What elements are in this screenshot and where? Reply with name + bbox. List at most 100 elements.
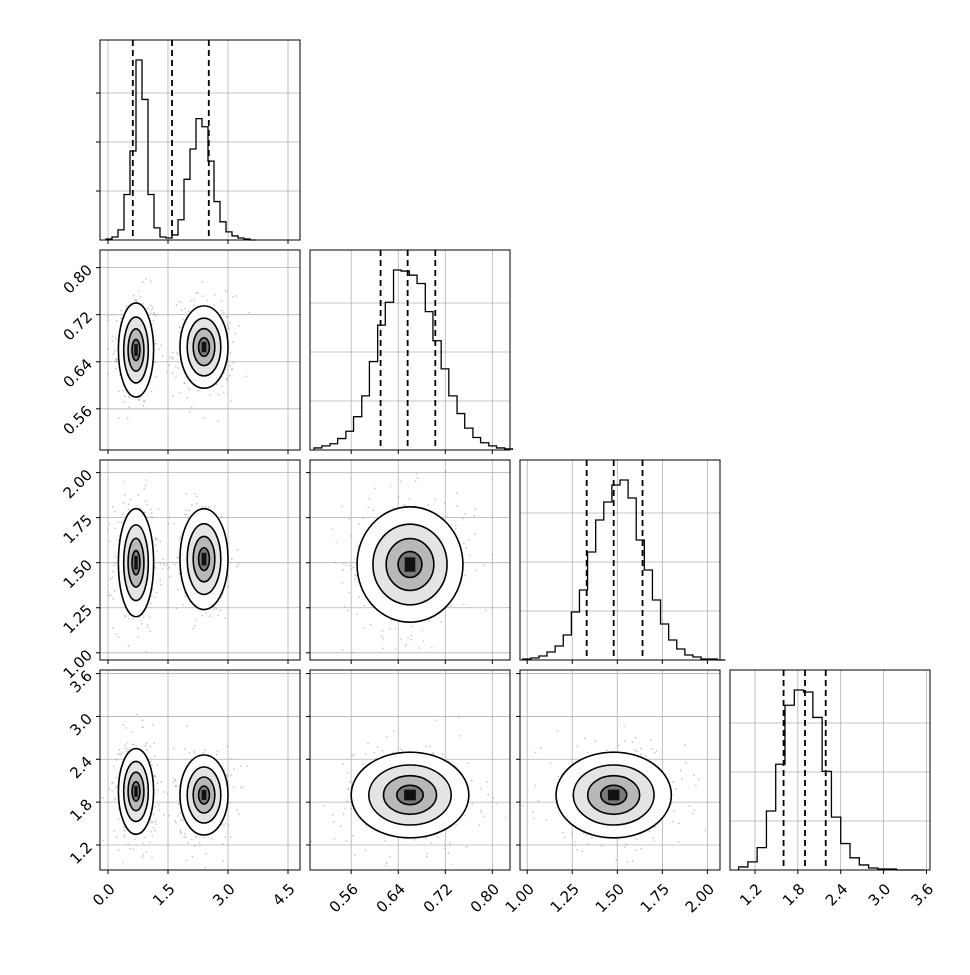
scatter-panel-2-3-frame — [519, 669, 721, 871]
sample-point — [426, 852, 428, 855]
sample-point — [107, 528, 109, 531]
sample-point — [124, 747, 127, 750]
sample-point — [487, 793, 490, 796]
sample-point — [636, 750, 638, 753]
sample-point — [192, 298, 195, 301]
sample-point — [640, 753, 643, 756]
sample-point — [634, 749, 637, 752]
sample-point — [139, 619, 142, 622]
sample-point — [149, 602, 152, 605]
sample-point — [432, 751, 435, 754]
sample-point — [389, 485, 392, 488]
sample-point — [342, 562, 345, 565]
sample-point — [153, 311, 155, 314]
sample-point — [181, 819, 184, 821]
sample-point — [152, 813, 155, 816]
sample-point — [185, 859, 188, 862]
sample-point — [222, 311, 225, 314]
sample-point — [141, 726, 144, 729]
sample-point — [190, 838, 193, 841]
sample-point — [154, 314, 157, 317]
sample-point — [224, 289, 227, 292]
sample-point — [130, 692, 132, 694]
sample-point — [352, 566, 355, 569]
sample-point — [224, 836, 227, 839]
sample-point — [511, 778, 513, 780]
sample-point — [126, 748, 129, 751]
sample-point — [163, 562, 165, 565]
sample-point — [152, 312, 155, 315]
sample-point — [445, 470, 447, 473]
sample-point — [223, 768, 226, 771]
sample-point — [188, 752, 191, 754]
sample-point — [331, 528, 334, 531]
sample-point — [124, 614, 127, 617]
x-tick-label: 1.00 — [502, 880, 538, 916]
sample-point — [422, 640, 425, 642]
sample-point — [345, 840, 348, 842]
sample-point — [237, 813, 240, 815]
sample-point — [112, 570, 115, 573]
sample-point — [114, 337, 117, 339]
sample-point — [111, 340, 114, 343]
x-tick-label: 1.5 — [149, 880, 179, 910]
sample-point — [213, 293, 216, 296]
sample-point — [141, 280, 144, 283]
sample-point — [444, 847, 446, 850]
sample-point — [154, 805, 157, 808]
sample-point — [343, 807, 346, 810]
sample-point — [482, 815, 485, 818]
sample-point — [142, 726, 144, 729]
sample-point — [394, 648, 397, 651]
sample-point — [154, 820, 157, 823]
sample-point — [154, 538, 157, 541]
sample-point — [151, 723, 154, 726]
sample-point — [236, 565, 239, 568]
sample-point — [188, 509, 191, 512]
sample-point — [228, 327, 230, 330]
sample-point — [248, 311, 250, 314]
sample-point — [180, 832, 183, 835]
sample-point — [495, 803, 498, 805]
scatter-panel-0-1: 0.56 0.64 0.72 0.80 — [60, 249, 301, 454]
sample-point — [220, 516, 223, 518]
sample-point — [323, 804, 326, 807]
sample-point — [430, 842, 433, 844]
sample-point — [227, 585, 230, 588]
scatter-panel-1-2-frame — [309, 459, 511, 661]
sample-point — [653, 840, 656, 843]
sample-point — [691, 812, 694, 815]
sample-point — [363, 626, 366, 629]
sample-point — [215, 753, 218, 756]
x-tick-label: 0.56 — [326, 880, 362, 916]
sample-point — [127, 617, 130, 620]
sample-point — [653, 751, 656, 754]
sample-point — [154, 775, 157, 778]
sample-point — [153, 361, 156, 364]
sample-point — [333, 837, 336, 840]
sample-point — [111, 335, 114, 338]
density-peak — [201, 552, 207, 566]
sample-point — [549, 762, 552, 765]
sample-point — [153, 742, 155, 744]
sample-point — [178, 392, 181, 394]
sample-point — [382, 647, 385, 650]
sample-point — [149, 630, 151, 633]
sample-point — [186, 513, 188, 516]
sample-point — [120, 317, 123, 319]
sample-point — [123, 493, 126, 496]
sample-point — [139, 507, 142, 510]
sample-point — [114, 527, 117, 530]
sample-point — [138, 399, 141, 401]
sample-point — [235, 295, 238, 297]
histogram-panel-0-frame — [99, 39, 301, 241]
sample-point — [199, 389, 201, 392]
sample-point — [428, 619, 431, 622]
y-tick-label: 1.2 — [66, 838, 96, 868]
y-tick-label: 1.8 — [66, 795, 96, 825]
sample-point — [163, 814, 165, 816]
sample-point — [464, 814, 466, 817]
sample-point — [557, 775, 560, 778]
sample-point — [150, 821, 153, 824]
sample-point — [144, 744, 147, 747]
